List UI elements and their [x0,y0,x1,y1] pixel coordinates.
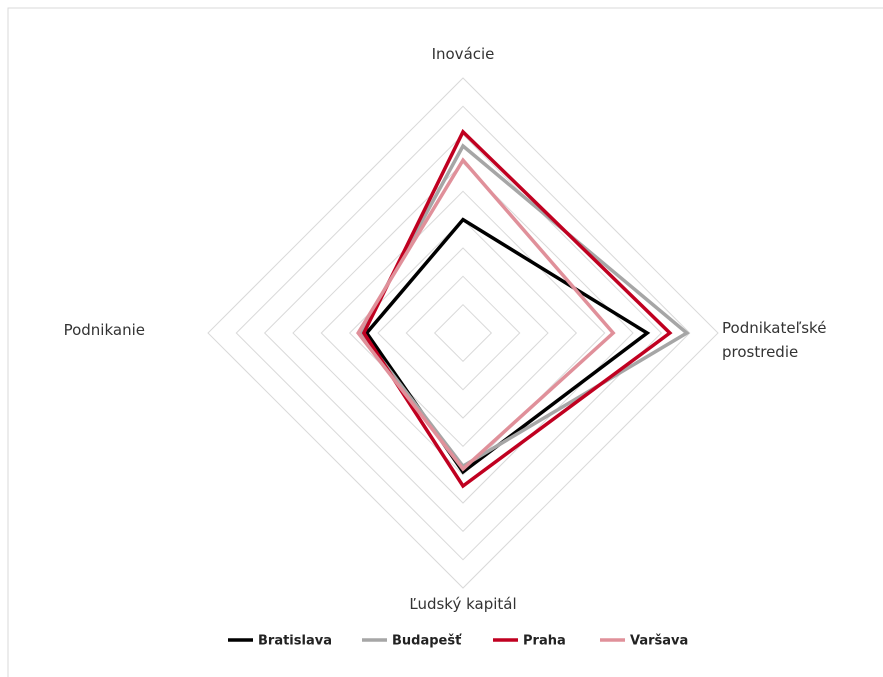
grid-ring [207,77,719,589]
grid-ring [433,303,493,363]
grid-ring [320,190,606,476]
legend-label: Bratislava [258,634,332,649]
series-line [364,217,651,475]
axis-label: Ľudský kapitál [409,595,517,613]
grid-ring [405,275,521,391]
grid-ring [377,247,549,419]
grid-ring [235,105,691,561]
grid-ring [348,218,578,448]
legend-label: Budapešť [392,634,462,649]
series-line [356,157,616,472]
legend-label: Praha [523,634,566,649]
grid-ring [263,133,663,533]
legend-label: Varšava [630,634,688,649]
series-line [358,143,690,469]
grid-ring [292,162,634,504]
frame [7,7,883,677]
axis-label: Podnikanie [63,321,145,339]
axis-label: Podnikateľské prostredie [722,319,827,361]
axis-label: Inovácie [431,45,495,63]
